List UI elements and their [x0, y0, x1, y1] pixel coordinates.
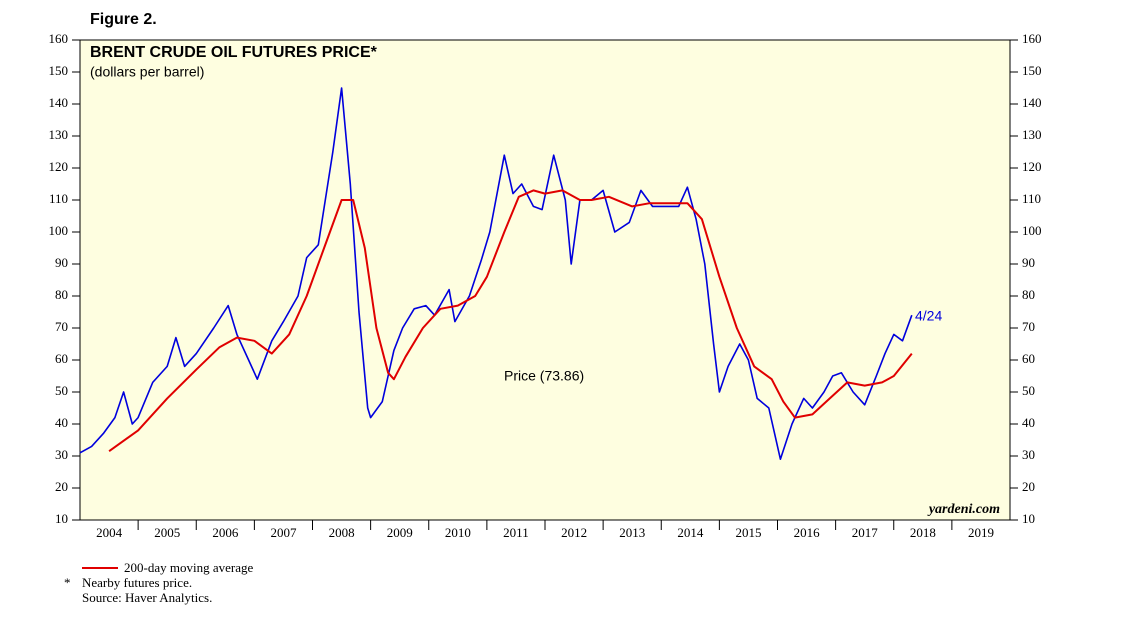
chart-title: BRENT CRUDE OIL FUTURES PRICE*	[90, 44, 378, 61]
series-line	[108, 189, 913, 453]
y2-tick-label: 130	[1022, 127, 1042, 142]
y2-tick-label: 120	[1022, 159, 1042, 174]
y-tick-label: 50	[55, 383, 68, 398]
y-tick-label: 130	[49, 127, 69, 142]
y2-tick-label: 90	[1022, 255, 1035, 270]
footnote: Nearby futures price.	[82, 575, 192, 590]
figure-label: Figure 2.	[90, 11, 157, 28]
x-tick-label: 2007	[270, 525, 297, 540]
y-tick-label: 140	[49, 95, 69, 110]
x-tick-label: 2006	[212, 525, 239, 540]
x-tick-label: 2015	[735, 525, 761, 540]
y-tick-label: 110	[49, 191, 68, 206]
footnote-star: *	[64, 575, 71, 590]
y-tick-label: 70	[55, 319, 68, 334]
y2-tick-label: 100	[1022, 223, 1042, 238]
y-tick-label: 100	[49, 223, 69, 238]
x-tick-label: 2019	[968, 525, 994, 540]
x-tick-label: 2014	[677, 525, 704, 540]
y2-tick-label: 60	[1022, 351, 1035, 366]
y2-tick-label: 50	[1022, 383, 1035, 398]
x-tick-label: 2012	[561, 525, 587, 540]
series-line	[79, 87, 913, 460]
y2-tick-label: 160	[1022, 31, 1042, 46]
y2-tick-label: 140	[1022, 95, 1042, 110]
chart-subtitle: (dollars per barrel)	[90, 64, 204, 80]
x-tick-label: 2004	[96, 525, 123, 540]
source-mark: yardeni.com	[927, 502, 1000, 517]
x-tick-label: 2017	[852, 525, 879, 540]
y2-tick-label: 70	[1022, 319, 1035, 334]
y-tick-label: 30	[55, 447, 68, 462]
x-tick-label: 2011	[503, 525, 529, 540]
plot-area	[79, 39, 1011, 521]
x-tick-label: 2005	[154, 525, 180, 540]
source: Source: Haver Analytics.	[82, 590, 212, 605]
y2-tick-label: 110	[1022, 191, 1041, 206]
y-tick-label: 60	[55, 351, 68, 366]
y2-tick-label: 10	[1022, 511, 1035, 526]
y-tick-label: 80	[55, 287, 68, 302]
date-annotation: 4/24	[915, 308, 942, 324]
legend-label: 200-day moving average	[124, 560, 253, 575]
y2-tick-label: 40	[1022, 415, 1035, 430]
x-tick-label: 2013	[619, 525, 645, 540]
x-tick-label: 2010	[445, 525, 471, 540]
y-tick-label: 10	[55, 511, 68, 526]
y2-tick-label: 80	[1022, 287, 1035, 302]
y-tick-label: 90	[55, 255, 68, 270]
x-tick-label: 2018	[910, 525, 936, 540]
y2-tick-label: 20	[1022, 479, 1035, 494]
y-tick-label: 20	[55, 479, 68, 494]
y2-tick-label: 30	[1022, 447, 1035, 462]
x-tick-label: 2016	[794, 525, 821, 540]
x-tick-label: 2008	[329, 525, 355, 540]
y2-tick-label: 150	[1022, 63, 1042, 78]
x-tick-label: 2009	[387, 525, 413, 540]
price-label: Price (73.86)	[504, 368, 584, 384]
y-tick-label: 120	[49, 159, 69, 174]
y-tick-label: 150	[49, 63, 69, 78]
y-tick-label: 40	[55, 415, 68, 430]
y-tick-label: 160	[49, 31, 69, 46]
